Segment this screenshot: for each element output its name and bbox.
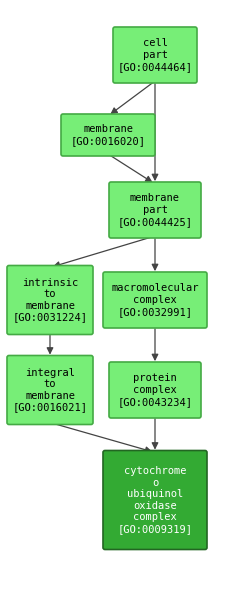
Text: protein
complex
[GO:0043234]: protein complex [GO:0043234]: [118, 374, 192, 407]
FancyBboxPatch shape: [103, 272, 207, 328]
FancyBboxPatch shape: [7, 355, 93, 425]
Text: cell
part
[GO:0044464]: cell part [GO:0044464]: [118, 39, 192, 72]
FancyBboxPatch shape: [61, 114, 155, 156]
FancyBboxPatch shape: [103, 451, 207, 550]
FancyBboxPatch shape: [109, 362, 201, 418]
FancyBboxPatch shape: [113, 27, 197, 83]
Text: membrane
part
[GO:0044425]: membrane part [GO:0044425]: [118, 193, 192, 227]
FancyBboxPatch shape: [109, 182, 201, 238]
Text: intrinsic
to
membrane
[GO:0031224]: intrinsic to membrane [GO:0031224]: [12, 278, 87, 323]
Text: integral
to
membrane
[GO:0016021]: integral to membrane [GO:0016021]: [12, 368, 87, 412]
Text: membrane
[GO:0016020]: membrane [GO:0016020]: [70, 124, 145, 146]
Text: macromolecular
complex
[GO:0032991]: macromolecular complex [GO:0032991]: [111, 283, 199, 317]
FancyBboxPatch shape: [7, 266, 93, 334]
Text: cytochrome
o
ubiquinol
oxidase
complex
[GO:0009319]: cytochrome o ubiquinol oxidase complex […: [118, 466, 192, 534]
